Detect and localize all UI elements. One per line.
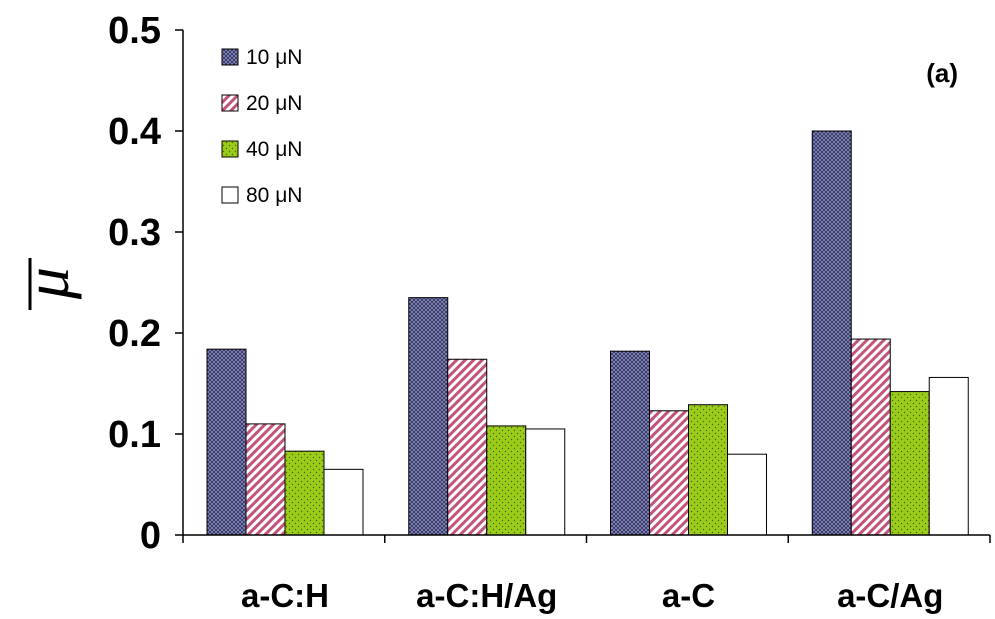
bar-a-c-series-3	[688, 404, 728, 536]
axes-group: 0 0.1 0.2 0.3 0.4 0.5	[108, 10, 991, 557]
legend-label-2: 20 μN	[246, 92, 302, 115]
legend-label-4: 80 μN	[246, 184, 302, 207]
bar-a-c-h-series-1	[206, 348, 247, 536]
y-axis-label: μ	[11, 267, 82, 300]
bar-a-c-h-series-4	[323, 468, 364, 536]
bar-a-c-h-series-3	[284, 450, 325, 536]
bar-a-c-ag-series-2	[850, 338, 891, 536]
x-tick-label: a-C:H/Ag	[416, 577, 557, 614]
bar-a-c-h-series-2	[245, 423, 286, 536]
x-tick-label: a-C	[662, 577, 715, 614]
x-tick-label: a-C/Ag	[837, 577, 943, 614]
bar-a-c-h-ag-series-4	[525, 428, 566, 536]
legend-swatch-3	[221, 140, 239, 158]
bar-a-c-ag-series-1	[811, 130, 852, 536]
y-tick-label: 0.2	[108, 313, 161, 355]
bar-a-c-series-2	[649, 410, 689, 536]
legend-swatch-4	[221, 186, 239, 204]
bar-a-c-h-ag-series-3	[486, 425, 527, 536]
y-tick-label: 0.4	[108, 111, 161, 153]
panel-annotation: (a)	[926, 58, 958, 88]
y-tick-label: 0.3	[108, 212, 161, 254]
legend-swatch-1	[221, 48, 239, 66]
y-tick-label: 0.1	[108, 414, 161, 456]
bars-group: a-C:H a-C:H/Ag a-C a-C/Ag	[206, 130, 969, 614]
legend-label-1: 10 μN	[246, 46, 302, 69]
y-tick-label: 0	[140, 515, 161, 557]
bar-a-c-ag-series-4	[928, 376, 969, 536]
bar-a-c-series-1	[610, 350, 650, 536]
x-tick-label: a-C:H	[241, 577, 329, 614]
bar-a-c-h-ag-series-2	[447, 358, 488, 536]
legend: 10 μN 20 μN 40 μN 80 μN	[221, 46, 302, 207]
legend-label-3: 40 μN	[246, 138, 302, 161]
bar-a-c-h-ag-series-1	[408, 297, 449, 536]
legend-swatch-2	[221, 94, 239, 112]
y-tick-label: 0.5	[108, 10, 161, 52]
bar-a-c-series-4	[727, 453, 767, 536]
bar-a-c-ag-series-3	[889, 391, 930, 536]
